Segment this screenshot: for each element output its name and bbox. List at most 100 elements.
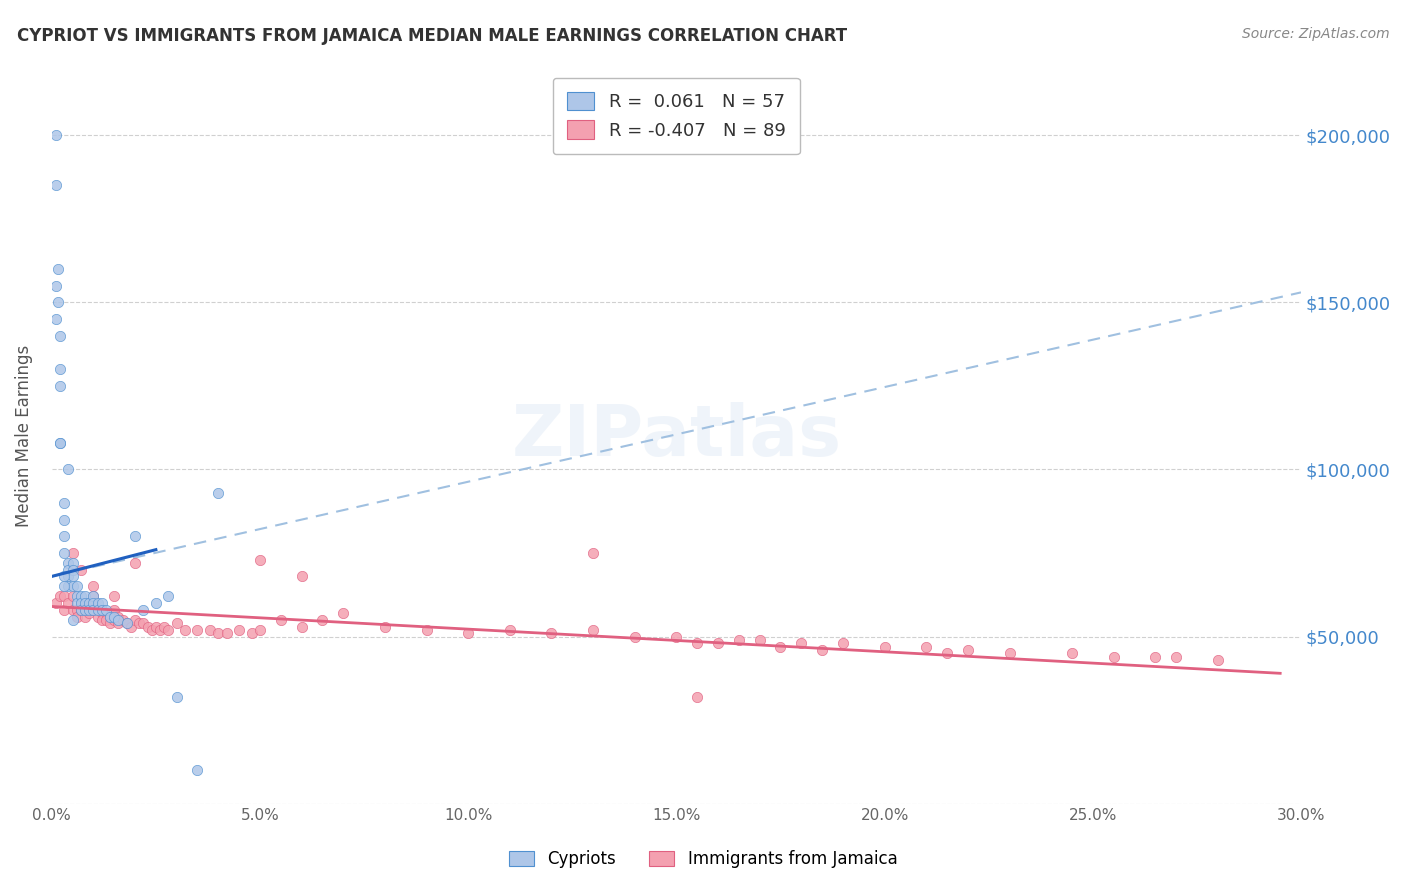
Point bbox=[62, 569, 84, 583]
Point bbox=[46, 295, 69, 310]
Point bbox=[58, 596, 80, 610]
Point bbox=[75, 590, 97, 604]
Point bbox=[665, 630, 688, 644]
Point bbox=[540, 626, 562, 640]
Point bbox=[332, 606, 354, 620]
Point bbox=[1144, 649, 1167, 664]
Point bbox=[174, 623, 197, 637]
Point bbox=[103, 603, 125, 617]
Point bbox=[145, 596, 167, 610]
Point bbox=[45, 596, 67, 610]
Point bbox=[623, 630, 645, 644]
Point bbox=[157, 623, 180, 637]
Point bbox=[77, 606, 100, 620]
Point bbox=[49, 590, 72, 604]
Point bbox=[936, 646, 959, 660]
Point bbox=[166, 690, 188, 704]
Point bbox=[62, 546, 84, 560]
Point bbox=[66, 579, 89, 593]
Point bbox=[77, 603, 100, 617]
Point bbox=[582, 546, 605, 560]
Point bbox=[132, 616, 155, 631]
Point bbox=[198, 623, 221, 637]
Point bbox=[707, 636, 730, 650]
Point bbox=[62, 613, 84, 627]
Point bbox=[62, 590, 84, 604]
Point bbox=[270, 613, 292, 627]
Point bbox=[107, 613, 129, 627]
Point bbox=[45, 312, 67, 326]
Point bbox=[77, 596, 100, 610]
Point bbox=[70, 603, 93, 617]
Point bbox=[66, 590, 89, 604]
Point bbox=[873, 640, 896, 654]
Point bbox=[103, 609, 125, 624]
Point bbox=[86, 596, 108, 610]
Point bbox=[86, 603, 108, 617]
Point bbox=[82, 603, 104, 617]
Point bbox=[90, 596, 112, 610]
Point bbox=[107, 609, 129, 624]
Point bbox=[75, 603, 97, 617]
Point bbox=[53, 603, 76, 617]
Point bbox=[207, 626, 229, 640]
Point bbox=[94, 613, 117, 627]
Point bbox=[82, 579, 104, 593]
Point bbox=[249, 623, 271, 637]
Point bbox=[53, 579, 76, 593]
Point bbox=[94, 603, 117, 617]
Point bbox=[66, 609, 89, 624]
Point bbox=[49, 328, 72, 343]
Point bbox=[157, 590, 180, 604]
Point bbox=[120, 619, 142, 633]
Point bbox=[70, 563, 93, 577]
Point bbox=[90, 613, 112, 627]
Point bbox=[790, 636, 813, 650]
Point bbox=[727, 632, 749, 647]
Point bbox=[98, 609, 121, 624]
Point bbox=[956, 643, 979, 657]
Point bbox=[249, 552, 271, 566]
Point bbox=[75, 596, 97, 610]
Point bbox=[66, 596, 89, 610]
Point bbox=[291, 569, 314, 583]
Point bbox=[70, 596, 93, 610]
Point bbox=[94, 606, 117, 620]
Text: Source: ZipAtlas.com: Source: ZipAtlas.com bbox=[1241, 27, 1389, 41]
Point bbox=[686, 690, 709, 704]
Point bbox=[62, 556, 84, 570]
Point bbox=[53, 513, 76, 527]
Point bbox=[1102, 649, 1125, 664]
Point bbox=[90, 606, 112, 620]
Point bbox=[149, 623, 172, 637]
Point bbox=[1060, 646, 1083, 660]
Point bbox=[228, 623, 250, 637]
Point bbox=[75, 603, 97, 617]
Point bbox=[46, 262, 69, 277]
Point bbox=[103, 590, 125, 604]
Point bbox=[70, 590, 93, 604]
Point bbox=[49, 379, 72, 393]
Point bbox=[82, 603, 104, 617]
Point bbox=[207, 486, 229, 500]
Legend: Cypriots, Immigrants from Jamaica: Cypriots, Immigrants from Jamaica bbox=[502, 844, 904, 875]
Point bbox=[45, 128, 67, 143]
Point bbox=[166, 616, 188, 631]
Point bbox=[86, 609, 108, 624]
Point bbox=[132, 603, 155, 617]
Point bbox=[62, 563, 84, 577]
Point bbox=[457, 626, 479, 640]
Point bbox=[124, 613, 146, 627]
Point bbox=[62, 579, 84, 593]
Point bbox=[153, 619, 176, 633]
Point bbox=[45, 178, 67, 193]
Point bbox=[53, 546, 76, 560]
Point bbox=[62, 603, 84, 617]
Point bbox=[53, 569, 76, 583]
Point bbox=[82, 596, 104, 610]
Point bbox=[769, 640, 792, 654]
Point bbox=[58, 579, 80, 593]
Point bbox=[58, 563, 80, 577]
Legend: R =  0.061   N = 57, R = -0.407   N = 89: R = 0.061 N = 57, R = -0.407 N = 89 bbox=[553, 78, 800, 154]
Point bbox=[70, 603, 93, 617]
